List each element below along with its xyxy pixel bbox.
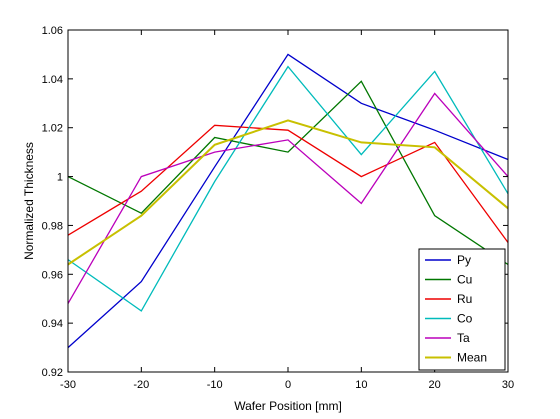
y-tick-label: 0.92 [42, 367, 63, 379]
series-line-cu [67, 80, 509, 266]
legend: Py Cu Ru Co Ta Mean [418, 248, 506, 371]
y-tick-label: 1 [57, 172, 63, 184]
y-tick-label: 1.06 [42, 25, 63, 37]
y-axis-label: Normalized Thickness [22, 142, 36, 260]
x-tick-label: 30 [502, 379, 514, 391]
y-tick-label: 0.96 [42, 269, 63, 281]
series-line-co [67, 65, 509, 312]
series-line-py [67, 53, 509, 349]
x-tick-label: -30 [60, 379, 76, 391]
legend-label-cu: Cu [457, 273, 472, 287]
y-tick-label: 0.94 [42, 318, 63, 330]
x-axis-label: Wafer Position [mm] [234, 399, 342, 413]
series-layer [67, 53, 509, 349]
ticks-layer: -30 -20 -10 0 10 20 30 0.92 0.94 0.96 0.98 1 1.02 1.0… [42, 25, 515, 391]
y-tick-label: 1.04 [42, 74, 63, 86]
x-tick-label: 0 [285, 379, 291, 391]
legend-box [418, 248, 506, 371]
y-tick-label: 0.98 [42, 220, 63, 232]
legend-label-co: Co [457, 312, 473, 326]
legend-label-ta: Ta [457, 331, 470, 345]
y-tick-label: 1.02 [42, 123, 63, 135]
legend-label-mean: Mean [457, 351, 487, 365]
x-tick-label: 10 [355, 379, 367, 391]
series-line-ta [67, 92, 509, 304]
legend-label-ru: Ru [457, 292, 472, 306]
legend-label-py: Py [457, 253, 471, 267]
x-tick-label: 20 [429, 379, 441, 391]
series-line-ru [67, 124, 509, 243]
x-tick-label: -10 [207, 379, 223, 391]
series-line-mean [67, 119, 509, 266]
x-tick-label: -20 [133, 379, 149, 391]
